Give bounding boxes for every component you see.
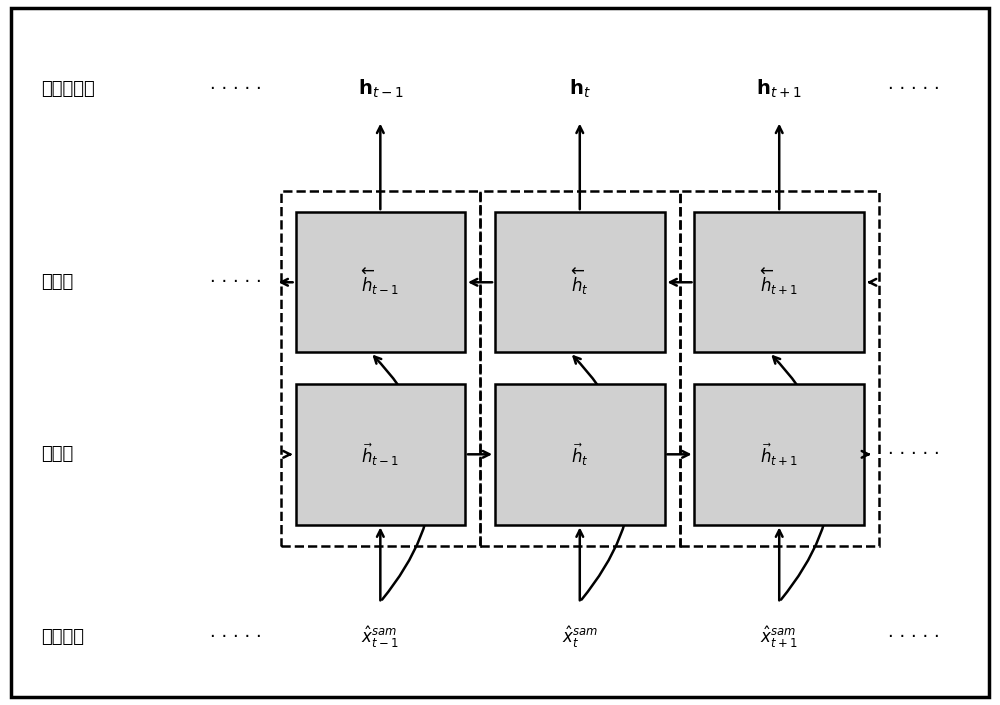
Text: 前向层: 前向层 [41, 446, 74, 463]
Text: 隐藏状态值: 隐藏状态值 [41, 80, 95, 98]
Text: · · · · ·: · · · · · [210, 80, 262, 98]
Bar [694, 384, 864, 525]
Text: $\mathbf{h}_{t+1}$: $\mathbf{h}_{t+1}$ [756, 78, 802, 100]
Bar [694, 212, 864, 352]
Text: $\vec{h}_{t-1}$: $\vec{h}_{t-1}$ [361, 441, 399, 467]
Text: $\overleftarrow{h}_{t}$: $\overleftarrow{h}_{t}$ [571, 267, 589, 298]
Bar [680, 191, 879, 546]
Text: $\hat{x}_{t+1}^{sam}$: $\hat{x}_{t+1}^{sam}$ [760, 624, 798, 650]
Bar [296, 212, 465, 352]
Text: $\vec{h}_{t}$: $\vec{h}_{t}$ [571, 441, 589, 467]
Text: $\mathbf{h}_{t-1}$: $\mathbf{h}_{t-1}$ [358, 78, 403, 100]
Text: · · · · ·: · · · · · [888, 628, 940, 646]
Bar [281, 191, 480, 546]
Text: $\overleftarrow{h}_{t-1}$: $\overleftarrow{h}_{t-1}$ [361, 267, 399, 298]
Text: · · · · ·: · · · · · [210, 628, 262, 646]
Text: $\hat{x}_{t-1}^{sam}$: $\hat{x}_{t-1}^{sam}$ [361, 624, 399, 650]
Text: $\mathbf{h}_{t}$: $\mathbf{h}_{t}$ [569, 78, 591, 100]
Bar [480, 191, 680, 546]
Text: · · · · ·: · · · · · [888, 80, 940, 98]
Bar [495, 212, 665, 352]
Text: $\overleftarrow{h}_{t+1}$: $\overleftarrow{h}_{t+1}$ [760, 267, 798, 298]
Text: $\vec{h}_{t+1}$: $\vec{h}_{t+1}$ [760, 441, 798, 467]
Text: $\hat{x}_{t}^{sam}$: $\hat{x}_{t}^{sam}$ [562, 624, 598, 650]
Text: · · · · ·: · · · · · [210, 274, 262, 291]
Bar [296, 384, 465, 525]
Text: · · · · ·: · · · · · [888, 446, 940, 463]
Text: 输入序列: 输入序列 [41, 628, 84, 646]
Text: 后向层: 后向层 [41, 274, 74, 291]
Bar [495, 384, 665, 525]
